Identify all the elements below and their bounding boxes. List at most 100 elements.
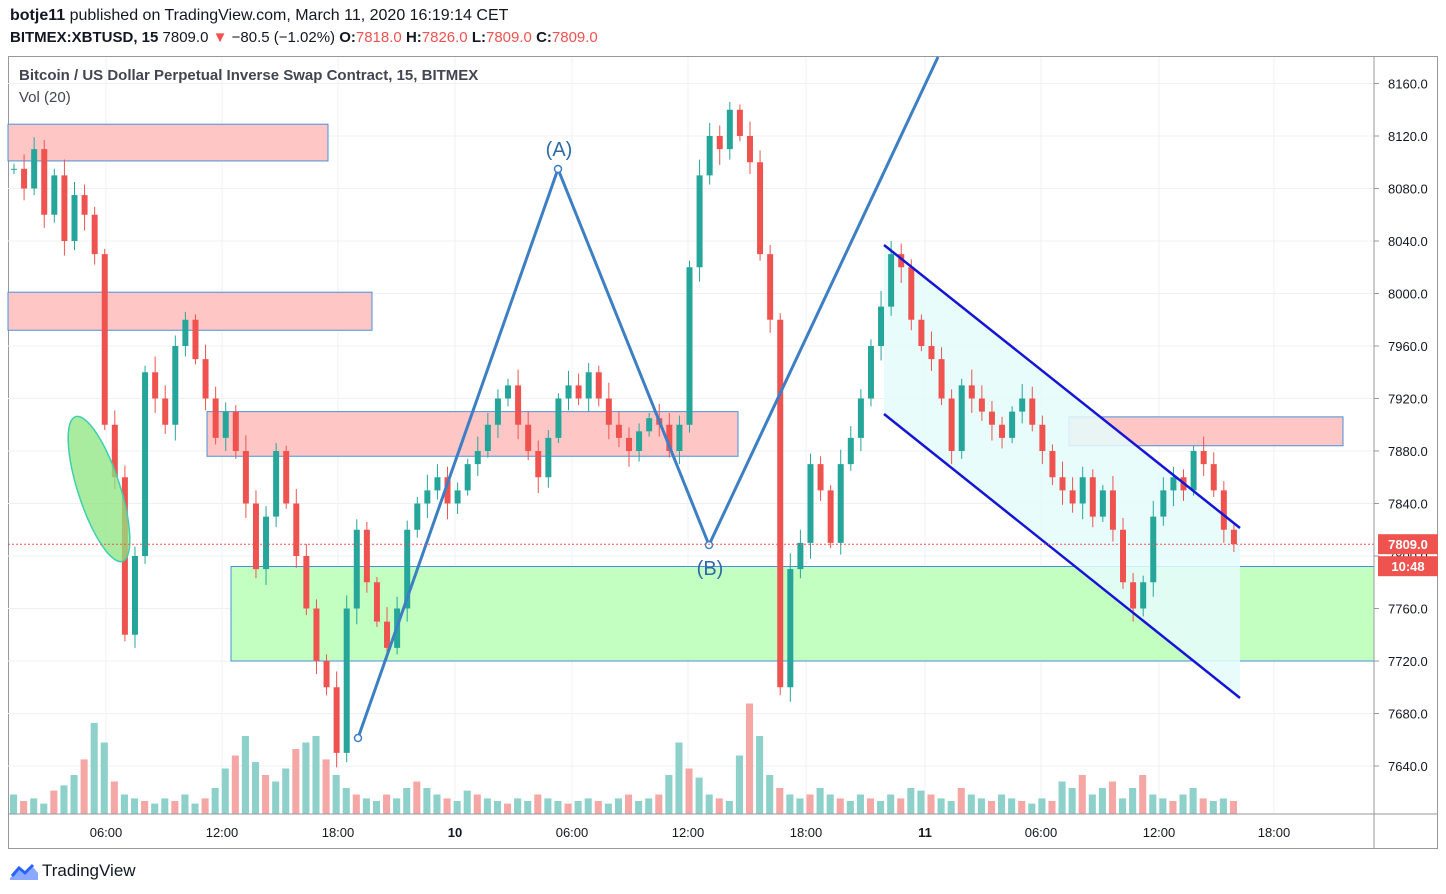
candle-body[interactable]	[1220, 490, 1227, 530]
candle-body[interactable]	[938, 359, 945, 399]
candle-body[interactable]	[757, 162, 764, 255]
author-name[interactable]: botje11	[10, 7, 66, 24]
candle-body[interactable]	[353, 529, 360, 609]
candle-body[interactable]	[212, 398, 219, 438]
candle-body[interactable]	[51, 175, 58, 215]
candle-body[interactable]	[343, 608, 350, 753]
candle-body[interactable]	[847, 437, 854, 465]
candle-body[interactable]	[888, 254, 895, 307]
candle-body[interactable]	[1130, 582, 1137, 609]
candle-body[interactable]	[615, 424, 622, 438]
candle-body[interactable]	[202, 359, 209, 399]
candle-body[interactable]	[777, 319, 784, 688]
candle-body[interactable]	[878, 306, 885, 346]
candle-body[interactable]	[283, 451, 290, 504]
candle-body[interactable]	[928, 346, 935, 360]
candle-body[interactable]	[968, 385, 975, 399]
candle-body[interactable]	[585, 372, 592, 399]
candle-body[interactable]	[646, 418, 653, 432]
candle-body[interactable]	[908, 267, 915, 320]
candle-body[interactable]	[1039, 424, 1046, 451]
candle-body[interactable]	[333, 687, 340, 753]
candle-body[interactable]	[101, 254, 108, 425]
candle-body[interactable]	[11, 168, 17, 170]
candle-body[interactable]	[575, 385, 582, 399]
candle-body[interactable]	[999, 424, 1006, 438]
resistance-zone[interactable]	[7, 291, 373, 331]
candle-body[interactable]	[1200, 451, 1207, 465]
candle-body[interactable]	[1019, 398, 1026, 412]
candle-body[interactable]	[172, 346, 179, 425]
candle-body[interactable]	[666, 424, 673, 451]
candle-body[interactable]	[676, 424, 683, 451]
candle-body[interactable]	[303, 556, 310, 609]
candle-body[interactable]	[696, 175, 703, 268]
candle-body[interactable]	[142, 372, 149, 556]
candle-body[interactable]	[978, 398, 985, 412]
candle-body[interactable]	[1230, 529, 1237, 545]
candle-body[interactable]	[373, 582, 380, 622]
candle-body[interactable]	[1059, 477, 1066, 491]
candle-body[interactable]	[222, 411, 229, 438]
candle-body[interactable]	[263, 516, 270, 570]
candle-body[interactable]	[1049, 451, 1056, 478]
candle-body[interactable]	[867, 346, 874, 399]
wave-point[interactable]	[353, 733, 363, 743]
candle-body[interactable]	[535, 451, 542, 478]
volume-indicator-label[interactable]: Vol (20)	[19, 89, 71, 106]
highlight-ellipse[interactable]	[56, 410, 143, 568]
candle-body[interactable]	[1069, 490, 1076, 504]
candle-body[interactable]	[686, 267, 693, 425]
candle-body[interactable]	[505, 385, 512, 399]
candle-body[interactable]	[313, 608, 320, 662]
candle-body[interactable]	[192, 319, 199, 360]
candle-body[interactable]	[71, 195, 78, 241]
candle-body[interactable]	[555, 398, 562, 438]
candle-body[interactable]	[91, 214, 98, 255]
candle-body[interactable]	[414, 503, 421, 530]
candle-body[interactable]	[515, 385, 522, 425]
candle-body[interactable]	[384, 621, 391, 648]
candle-body[interactable]	[716, 136, 723, 150]
candle-body[interactable]	[1210, 464, 1217, 491]
candle-body[interactable]	[988, 411, 995, 425]
candle-body[interactable]	[454, 490, 461, 504]
candle-body[interactable]	[1109, 490, 1116, 530]
wave-path-line[interactable]	[356, 56, 940, 739]
channel-lower-line[interactable]	[883, 413, 1241, 699]
candle-body[interactable]	[152, 372, 159, 399]
candle-body[interactable]	[41, 149, 48, 215]
candle-body[interactable]	[827, 490, 834, 543]
candle-body[interactable]	[837, 464, 844, 543]
candle-body[interactable]	[1089, 477, 1096, 517]
candle-body[interactable]	[242, 451, 249, 504]
candle-body[interactable]	[31, 149, 38, 189]
wave-point[interactable]	[553, 164, 563, 174]
tradingview-logo[interactable]: TradingView	[10, 860, 136, 882]
candle-body[interactable]	[21, 168, 28, 189]
candle-body[interactable]	[525, 424, 532, 451]
candle-body[interactable]	[162, 398, 169, 425]
candle-body[interactable]	[1120, 529, 1127, 583]
candle-body[interactable]	[706, 136, 713, 176]
candle-body[interactable]	[1140, 582, 1147, 609]
candle-body[interactable]	[323, 661, 330, 688]
chart-frame[interactable]	[8, 56, 1438, 849]
candle-body[interactable]	[767, 254, 774, 320]
candle-body[interactable]	[474, 451, 481, 465]
candle-body[interactable]	[948, 398, 955, 452]
candle-body[interactable]	[797, 542, 804, 570]
candle-body[interactable]	[404, 529, 411, 609]
candle-body[interactable]	[1150, 516, 1157, 583]
candle-body[interactable]	[918, 319, 925, 346]
candle-body[interactable]	[1079, 477, 1086, 504]
candle-body[interactable]	[252, 503, 259, 570]
resistance-zone[interactable]	[7, 123, 329, 162]
candle-body[interactable]	[595, 372, 602, 399]
candle-body[interactable]	[293, 503, 300, 557]
candle-body[interactable]	[131, 556, 138, 635]
channel-upper-line[interactable]	[883, 244, 1241, 529]
candle-body[interactable]	[1170, 477, 1177, 491]
candle-body[interactable]	[434, 477, 441, 491]
candle-body[interactable]	[746, 136, 753, 163]
